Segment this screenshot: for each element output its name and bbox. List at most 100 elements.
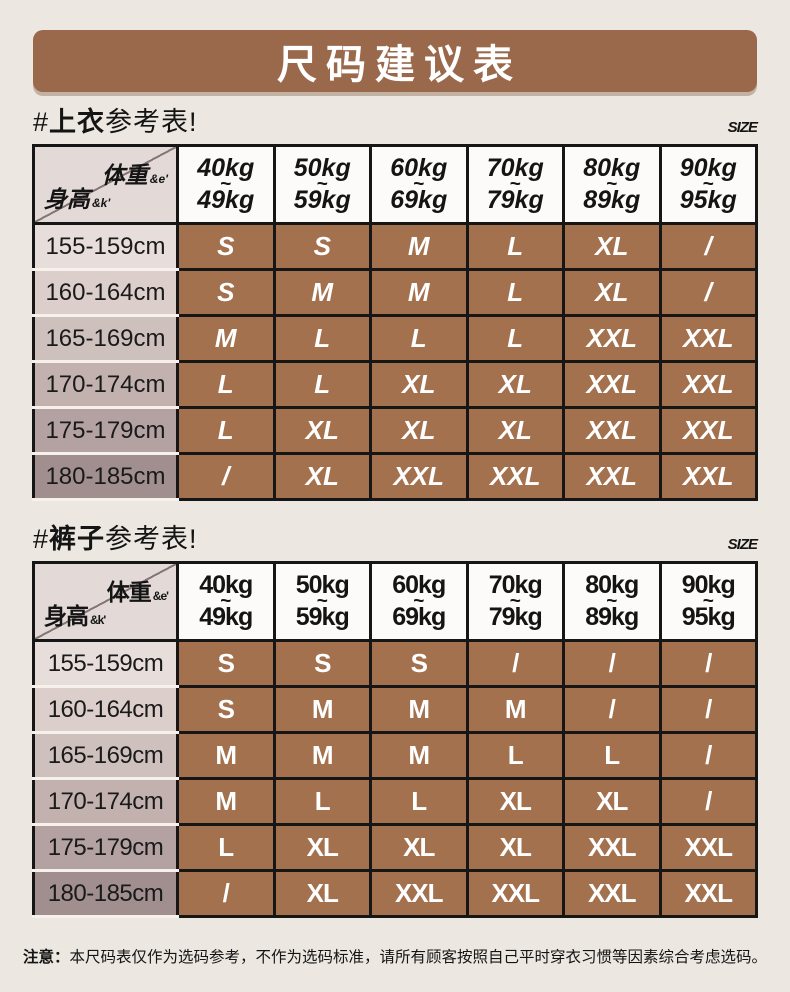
size-cell: / [176,452,276,501]
row-label: 160-164cm [32,268,179,317]
size-cell: XXL [562,452,662,501]
weight-unit: &e' [152,589,169,603]
size-cell: M [176,314,276,363]
weight-range-50-59: 50kg ~59kg [272,561,372,642]
row-label: 170-174cm [32,777,179,826]
size-cell: XL [562,222,662,271]
weight-range-90-95: 90kg ~95kg [658,561,758,642]
size-cell: L [176,823,276,872]
size-cell: XL [369,823,469,872]
note-text: 本尺码表仅作为选码参考，不作为选码标准，请所有顾客按照自己平时穿衣习惯等因素综合… [69,949,768,966]
diagonal-line [35,147,176,222]
row-label: 175-179cm [32,406,179,455]
diagonal-line [35,564,176,639]
size-cell: M [369,685,469,734]
size-cell: XXL [562,869,662,918]
size-cell: S [272,222,372,271]
row-label: 175-179cm [32,823,179,872]
size-cell: XL [272,823,372,872]
weight-range-80-89: 80kg ~89kg [562,144,662,225]
size-cell: L [465,268,565,317]
table-row: 175-179cm L XL XL XL XXL XXL [32,406,758,455]
size-watermark: SIZE [727,536,758,553]
tops-header-row: 体重 &e' 身高 &k' 40kg ~49kg 50kg ~59kg 60kg ~69k… [32,144,758,225]
size-cell: S [369,639,469,688]
size-cell: S [176,685,276,734]
size-cell: XXL [369,452,469,501]
size-cell: M [176,731,276,780]
tops-suffix: 参考表! [105,107,198,137]
size-chart-title-bar: 尺码建议表 [33,30,757,92]
size-cell: XXL [562,406,662,455]
size-cell: M [369,222,469,271]
height-header: 身高 &k' [44,603,106,629]
size-cell: XL [465,823,565,872]
size-cell: L [369,314,469,363]
row-label: 165-169cm [32,314,179,363]
size-cell: XL [369,360,469,409]
size-cell: / [465,639,565,688]
size-cell: XL [272,452,372,501]
hash-mark: # [33,107,50,137]
tops-section-title: #上衣参考表! [33,100,198,139]
size-cell: S [176,222,276,271]
weight-range-90-95: 90kg ~95kg [658,144,758,225]
size-cell: M [272,685,372,734]
size-cell: XXL [658,452,758,501]
pants-section-title: #裤子参考表! [33,517,198,556]
table-row: 180-185cm / XL XXL XXL XXL XXL [32,452,758,501]
weight-range-80-89: 80kg ~89kg [562,561,662,642]
table-row: 175-179cm L XL XL XL XXL XXL [32,823,758,872]
size-watermark: SIZE [727,119,758,136]
row-label: 155-159cm [32,639,179,688]
weight-header: 体重 &e' [101,162,168,188]
size-cell: L [176,360,276,409]
weight-range-70-79: 70kg ~79kg [465,144,565,225]
size-cell: XXL [658,406,758,455]
page-title: 尺码建议表 [277,43,522,87]
size-cell: L [272,777,372,826]
size-cell: / [562,685,662,734]
weight-range-50-59: 50kg ~59kg [272,144,372,225]
table-row: 165-169cm M M M L L / [32,731,758,780]
weight-range-70-79: 70kg ~79kg [465,561,565,642]
weight-range-60-69: 60kg ~69kg [369,144,469,225]
pants-size-table: 体重 &e' 身高 &k' 40kg ~49kg 50kg ~59kg 60kg ~69k… [32,561,758,918]
size-cell: S [176,639,276,688]
table-row: 170-174cm M L L XL XL / [32,777,758,826]
size-cell: S [272,639,372,688]
size-cell: L [272,314,372,363]
size-cell: M [369,731,469,780]
size-cell: XXL [562,360,662,409]
tops-size-table: 体重 &e' 身高 &k' 40kg ~49kg 50kg ~59kg 60kg ~69k… [32,144,758,501]
size-cell: L [369,777,469,826]
weight-range-40-49: 40kg ~49kg [176,561,276,642]
size-cell: XXL [658,869,758,918]
size-cell: / [658,268,758,317]
size-cell: L [465,314,565,363]
size-cell: L [176,406,276,455]
height-unit: &k' [92,196,111,210]
pants-section-heading: #裤子参考表! SIZE [33,517,758,556]
size-cell: L [465,222,565,271]
weight-header: 体重 &e' [106,579,169,605]
size-cell: / [562,639,662,688]
size-cell: XL [465,777,565,826]
size-cell: XXL [562,823,662,872]
row-label: 180-185cm [32,869,179,918]
size-cell: XXL [658,823,758,872]
size-cell: XL [369,406,469,455]
height-unit: &k' [90,613,106,627]
tops-label: 上衣 [49,107,106,137]
size-cell: / [658,222,758,271]
size-cell: XL [272,869,372,918]
hash-mark: # [33,524,50,554]
size-cell: XL [562,268,662,317]
table-row: 155-159cm S S M L XL / [32,222,758,271]
size-cell: / [176,869,276,918]
size-cell: M [369,268,469,317]
size-cell: M [176,777,276,826]
size-cell: S [176,268,276,317]
size-cell: L [465,731,565,780]
pants-suffix: 参考表! [105,524,198,554]
